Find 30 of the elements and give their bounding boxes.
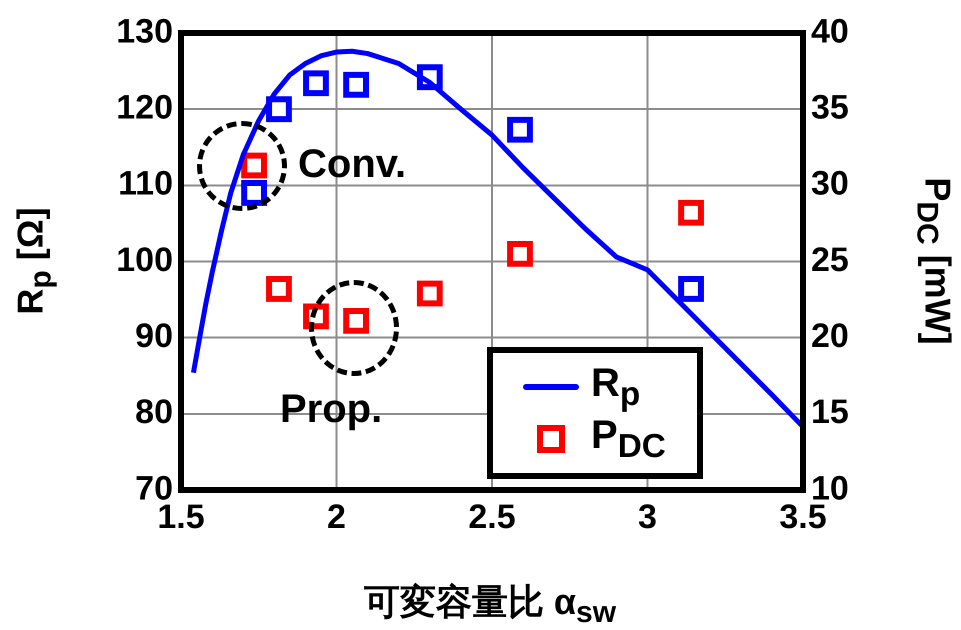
point (507, 240, 533, 267)
legend-label: P$_{DC}$ (591, 412, 666, 466)
y-tick-label: 120 (116, 88, 173, 127)
x-tick-label: 2 (327, 498, 346, 536)
point (507, 116, 533, 143)
annotation: Conv. (298, 141, 406, 188)
x-axis-title: 可変容量比 α$_{sw}$ (362, 580, 618, 630)
y-tick-label: 130 (116, 12, 173, 50)
y2-tick-label: 20 (811, 317, 849, 356)
y-tick-label: 90 (135, 317, 173, 356)
annotation: Prop. (280, 386, 382, 433)
point (266, 96, 292, 122)
point (678, 200, 704, 226)
x-tick-label: 3 (638, 498, 657, 536)
y-tick-label: 80 (135, 393, 173, 432)
point (266, 276, 292, 302)
point (303, 70, 329, 96)
y-tick-label: 100 (116, 240, 173, 279)
point (241, 180, 267, 206)
y2-tick-label: 30 (811, 164, 849, 203)
y2-tick-label: 40 (811, 12, 849, 50)
point (678, 276, 704, 302)
x-tick-label: 2.5 (468, 498, 516, 536)
y-tick-label: 110 (118, 164, 173, 203)
y2-tick-label: 15 (811, 393, 849, 432)
point (343, 72, 369, 98)
point (416, 280, 443, 306)
y2-tick-label: 35 (811, 88, 849, 127)
legend-label: R$_{p}$ (591, 360, 640, 414)
y2-tick-label: 25 (811, 240, 849, 279)
